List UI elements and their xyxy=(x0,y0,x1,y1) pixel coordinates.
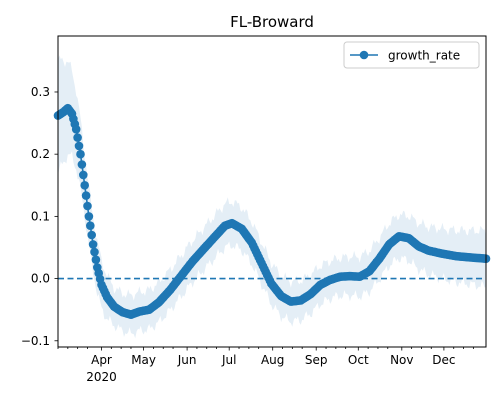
x-tick-label: Apr xyxy=(91,353,112,367)
growth-rate-point xyxy=(76,149,85,159)
confidence-band-layer xyxy=(58,55,486,339)
growth-rate-point xyxy=(91,255,101,264)
growth-rate-point xyxy=(77,160,87,169)
x-tick-sublabel: 2020 xyxy=(86,370,117,384)
legend-box xyxy=(343,41,480,69)
growth-rate-point xyxy=(79,170,88,180)
growth-rate-point xyxy=(74,141,84,151)
growth-rate-point xyxy=(80,181,89,190)
axes-frame xyxy=(57,35,487,348)
series-layer xyxy=(53,103,491,320)
x-tick-label: Oct xyxy=(348,353,369,367)
growth-rate-point xyxy=(73,133,82,142)
growth-rate-point xyxy=(84,212,94,221)
y-axis: −0.1 0.0 0.1 0.2 0.3 xyxy=(21,85,58,348)
legend-label: growth_rate xyxy=(388,49,460,63)
x-tick-label: May xyxy=(131,353,156,367)
growth-rate-point xyxy=(87,230,96,240)
x-tick-label: Nov xyxy=(390,353,413,367)
y-tick-label: 0.0 xyxy=(31,272,50,286)
x-tick-label: Dec xyxy=(432,353,455,367)
x-axis: Apr 2020 May Jun Jul Aug Sep Oct Nov Dec xyxy=(57,347,474,384)
legend: growth_rate xyxy=(343,41,480,69)
growth-rate-point xyxy=(83,201,92,211)
y-tick-label: 0.1 xyxy=(31,209,50,223)
growth-rate-point xyxy=(71,125,81,134)
confidence-band xyxy=(58,55,486,339)
x-tick-label: Sep xyxy=(305,353,328,367)
growth-rate-point xyxy=(88,240,98,249)
y-tick-label: 0.3 xyxy=(31,85,50,99)
growth-rate-point xyxy=(86,221,95,230)
chart-title: FL-Broward xyxy=(230,13,314,31)
y-tick-label: 0.2 xyxy=(31,147,50,161)
x-tick-label: Jul xyxy=(221,353,236,367)
growth-rate-point xyxy=(81,191,91,200)
x-tick-label: Aug xyxy=(261,353,284,367)
growth-rate-point xyxy=(90,247,99,257)
legend-marker-swatch xyxy=(359,50,369,60)
x-tick-label: Jun xyxy=(177,353,197,367)
y-tick-label: −0.1 xyxy=(21,334,50,348)
